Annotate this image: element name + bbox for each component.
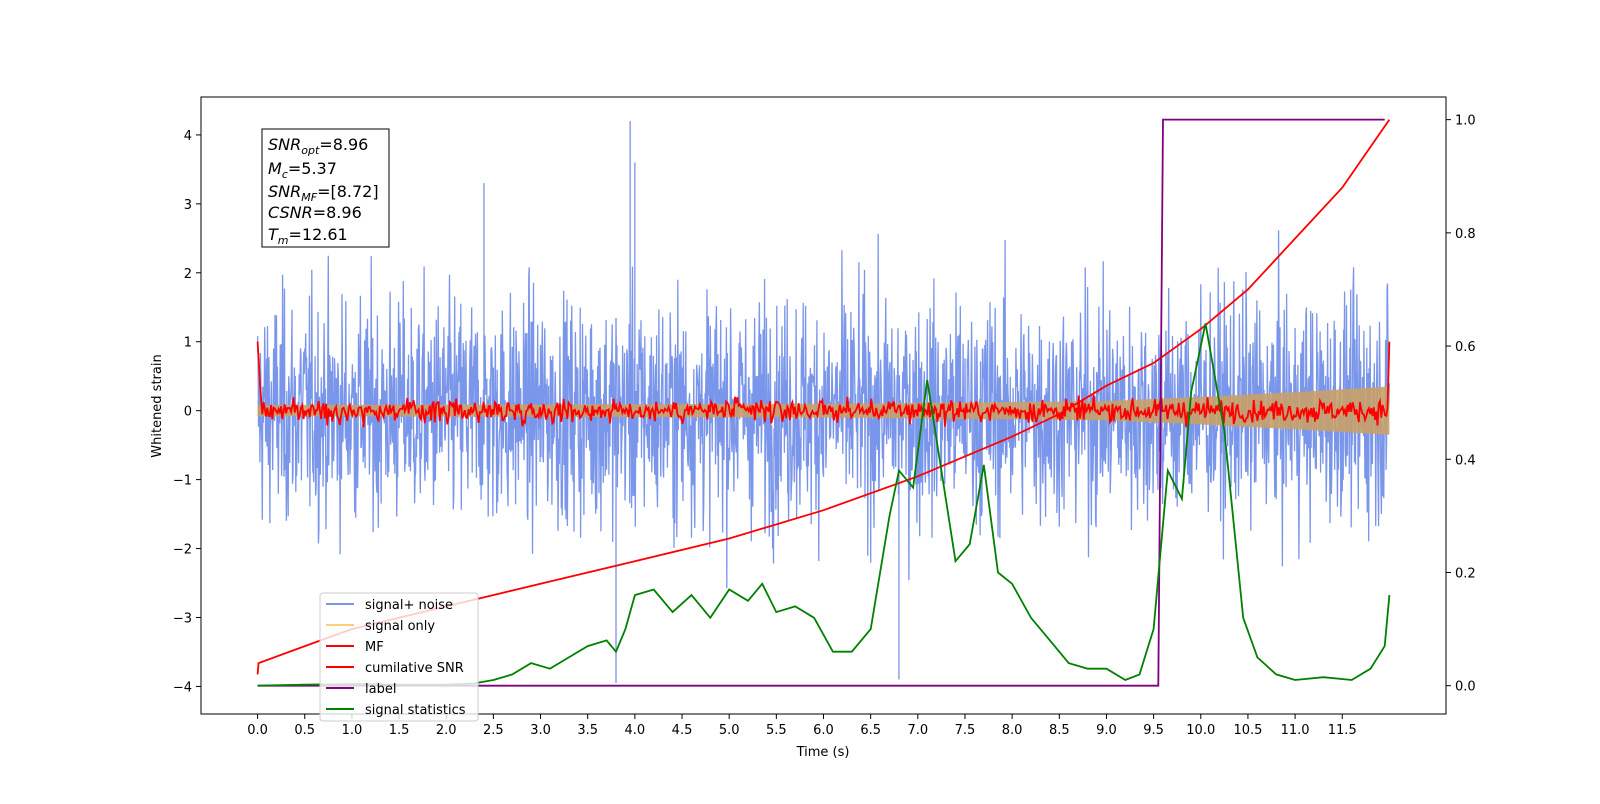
legend-item-csnr: cumilative SNR [326, 661, 464, 676]
y-tick-label: 1 [184, 336, 192, 351]
svg-text:MF: MF [365, 640, 384, 655]
x-tick-label: 9.0 [1096, 723, 1117, 738]
y-tick-label: −3 [173, 611, 192, 626]
x-tick-label: 3.5 [577, 723, 598, 738]
y-tick-label: 0 [184, 405, 192, 420]
y-tick-label: 3 [184, 198, 192, 213]
x-tick-label: 9.5 [1143, 723, 1164, 738]
series-label [257, 118, 1385, 687]
legend: signal+ noise signal only MF cumilative … [319, 592, 479, 722]
legend-item-mf: MF [326, 640, 384, 655]
svg-text:cumilative SNR: cumilative SNR [365, 661, 464, 676]
annotation-csnr: CSNR=8.96 [268, 203, 362, 222]
x-tick-label: 0.0 [247, 723, 268, 738]
x-tick-label: 10.0 [1186, 723, 1215, 738]
y-tick-label: 4 [184, 129, 192, 144]
svg-text:signal+ noise: signal+ noise [365, 598, 453, 613]
y2-tick-label: 0.2 [1455, 566, 1476, 581]
series-signal-statistics [257, 323, 1391, 687]
y-tick-label: −1 [173, 474, 192, 489]
x-tick-label: 5.0 [719, 723, 740, 738]
y2-tick-label: 1.0 [1455, 114, 1476, 129]
y2-tick-label: 0.8 [1455, 227, 1476, 242]
legend-item-signal: signal only [326, 619, 435, 634]
annotation-mc: Mc=5.37 [268, 159, 337, 181]
x-tick-label: 2.5 [483, 723, 504, 738]
annotation-snr-mf: SNRMF=[8.72] [268, 182, 379, 204]
y2-tick-label: 0.6 [1455, 340, 1476, 355]
x-tick-label: 10.5 [1233, 723, 1262, 738]
legend-item-stats: signal statistics [326, 703, 466, 718]
x-tick-label: 1.0 [342, 723, 363, 738]
x-tick-label: 4.0 [625, 723, 646, 738]
y-tick-label: −2 [173, 543, 192, 558]
y-tick-label: −4 [173, 680, 192, 695]
y-axis-label: Whitened strain [150, 354, 165, 457]
x-tick-label: 7.0 [907, 723, 928, 738]
y-tick-label: 2 [184, 267, 192, 282]
x-tick-label: 3.0 [530, 723, 551, 738]
legend-item-label: label [326, 682, 396, 697]
x-tick-label: 2.0 [436, 723, 457, 738]
x-tick-label: 8.0 [1002, 723, 1023, 738]
x-tick-label: 6.0 [813, 723, 834, 738]
svg-text:signal statistics: signal statistics [365, 703, 466, 718]
annotation-box: SNRopt=8.96 Mc=5.37 SNRMF=[8.72] CSNR=8.… [261, 128, 390, 248]
x-tick-label: 4.5 [672, 723, 693, 738]
svg-text:label: label [365, 682, 396, 697]
x-axis-label: Time (s) [796, 745, 850, 760]
x-tick-label: 0.5 [294, 723, 315, 738]
x-tick-label: 1.5 [389, 723, 410, 738]
series-signal-noise [256, 230, 1391, 589]
x-tick-label: 5.5 [766, 723, 787, 738]
series-mf [256, 341, 1391, 428]
svg-text:signal only: signal only [365, 619, 435, 634]
x-tick-label: 7.5 [955, 723, 976, 738]
legend-item-noise: signal+ noise [326, 598, 453, 613]
x-tick-label: 11.5 [1328, 723, 1357, 738]
annotation-snr-opt: SNRopt=8.96 [268, 135, 368, 157]
x-tick-label: 6.5 [860, 723, 881, 738]
x-tick-label: 8.5 [1049, 723, 1070, 738]
y2-tick-label: 0.0 [1455, 680, 1476, 695]
x-tick-label: 11.0 [1281, 723, 1310, 738]
annotation-tm: Tm=12.61 [268, 225, 348, 247]
y2-tick-label: 0.4 [1455, 453, 1476, 468]
